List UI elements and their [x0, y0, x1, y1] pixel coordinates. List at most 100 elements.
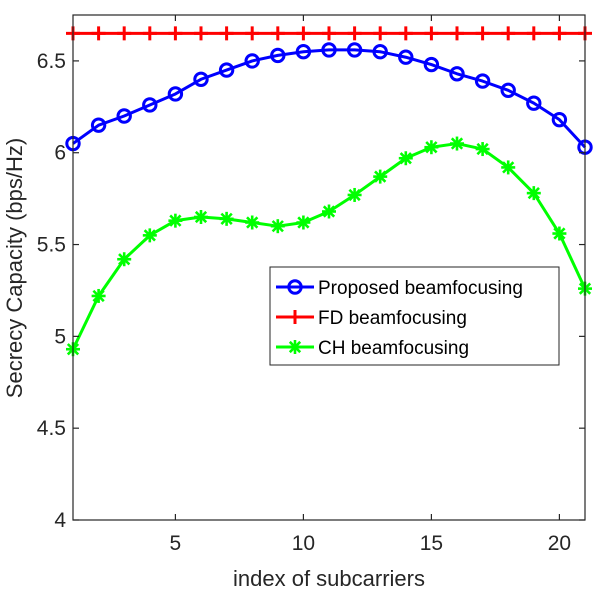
marker-asterisk-d2	[399, 152, 412, 165]
data-point	[500, 82, 516, 98]
x-tick-label: 5	[170, 532, 182, 555]
marker-asterisk-d2	[118, 253, 131, 266]
data-point	[346, 42, 363, 58]
data-point	[295, 44, 312, 60]
marker-circle	[90, 117, 107, 133]
data-point	[526, 26, 541, 41]
data-point	[501, 26, 516, 41]
data-point	[398, 49, 414, 65]
series-line-1	[72, 48, 587, 149]
data-point	[244, 53, 260, 69]
data-point	[116, 108, 132, 124]
marker-asterisk-d2	[297, 216, 310, 229]
data-point	[501, 160, 516, 175]
marker-circle	[551, 111, 568, 128]
marker-asterisk-d2	[169, 214, 182, 227]
legend-label: CH beamfocusing	[318, 338, 469, 359]
legend-item: FD beamfocusing	[276, 308, 467, 329]
data-point	[373, 26, 388, 41]
legend-swatch-marker	[288, 310, 302, 324]
marker-asterisk-d2	[502, 161, 515, 174]
data-point	[424, 140, 439, 155]
data-point	[321, 42, 337, 58]
y-tick-label: 5.5	[37, 234, 66, 257]
data-point	[193, 71, 209, 87]
data-point	[475, 142, 490, 157]
marker-circle	[270, 47, 286, 64]
marker-asterisk-d2	[194, 210, 208, 224]
y-tick-label: 6	[54, 142, 66, 165]
data-point	[168, 213, 183, 228]
legend-label: Proposed beamfocusing	[318, 278, 523, 299]
data-point	[526, 186, 541, 201]
data-point	[142, 228, 157, 243]
data-point	[296, 215, 311, 230]
legend-swatch-marker	[288, 340, 302, 354]
data-point	[245, 26, 260, 41]
marker-circle	[449, 66, 465, 82]
y-tick-label: 5	[54, 325, 66, 348]
data-point	[552, 26, 567, 41]
data-point	[526, 95, 542, 111]
axes-layer	[72, 14, 586, 521]
data-point	[194, 210, 208, 224]
marker-asterisk-d2	[143, 229, 156, 242]
marker-circle	[244, 53, 260, 69]
data-point	[90, 117, 107, 133]
data-point	[475, 26, 490, 41]
legend-item: Proposed beamfocusing	[276, 278, 523, 299]
marker-circle	[372, 44, 388, 60]
data-point	[142, 97, 158, 113]
marker-circle	[346, 42, 363, 58]
marker-circle	[167, 86, 184, 102]
data-point	[398, 26, 413, 41]
marker-asterisk-d2	[348, 188, 361, 202]
data-point	[424, 26, 439, 41]
data-point	[450, 26, 464, 41]
data-point	[347, 26, 362, 41]
marker-asterisk-d2	[271, 220, 284, 233]
marker-asterisk-d2	[450, 137, 464, 150]
data-point	[194, 26, 208, 41]
marker-asterisk-d2	[527, 187, 540, 200]
marker-circle	[218, 62, 235, 78]
marker-asterisk-d2	[246, 216, 259, 229]
data-point	[449, 66, 465, 82]
axes-box	[72, 14, 586, 521]
data-point	[372, 44, 388, 60]
data-point	[91, 26, 106, 41]
marker-asterisk-d2	[288, 340, 302, 354]
marker-asterisk-d2	[553, 227, 566, 240]
data-point	[551, 111, 568, 128]
data-point	[270, 219, 285, 234]
data-point	[450, 136, 464, 151]
marker-asterisk-d2	[220, 212, 233, 225]
marker-asterisk-d2	[425, 141, 438, 154]
data-point	[245, 215, 260, 230]
marker-circle	[500, 82, 516, 98]
data-point	[168, 26, 183, 41]
marker-circle	[321, 42, 337, 58]
data-point	[423, 56, 440, 73]
data-point	[373, 169, 388, 184]
data-point	[270, 47, 286, 64]
marker-asterisk-d2	[322, 205, 336, 218]
data-point	[398, 151, 413, 166]
legend: Proposed beamfocusing FD beamfocusing CH b…	[269, 266, 560, 366]
data-point	[270, 26, 285, 41]
data-point	[219, 211, 234, 226]
marker-asterisk-d2	[476, 142, 489, 156]
x-tick-label: 20	[548, 532, 571, 555]
data-point	[91, 288, 106, 303]
data-point	[142, 26, 157, 41]
data-point	[167, 86, 184, 102]
data-point	[347, 187, 362, 202]
legend-label: FD beamfocusing	[318, 308, 467, 329]
data-point	[219, 26, 234, 41]
data-point	[474, 73, 491, 89]
marker-circle	[474, 73, 491, 89]
y-axis-label: Secrecy Capacity (bps/Hz)	[2, 138, 27, 398]
marker-circle	[142, 97, 158, 113]
x-axis-label: index of subcarriers	[233, 566, 425, 591]
